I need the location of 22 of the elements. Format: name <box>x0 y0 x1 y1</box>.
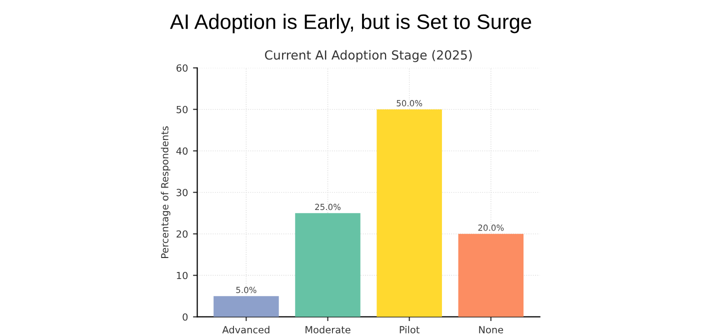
y-axis-title: Percentage of Respondents <box>160 126 170 258</box>
y-tick-label: 30 <box>176 188 188 196</box>
y-tick-label: 0 <box>182 313 188 321</box>
data-label: 50.0% <box>396 100 422 106</box>
x-tick-label: Pilot <box>400 326 420 334</box>
data-label: 20.0% <box>478 224 504 231</box>
chart-subtitle: Current AI Adoption Stage (2025) <box>264 50 472 62</box>
y-tick-label: 20 <box>176 230 188 238</box>
y-tick-label: 60 <box>176 64 188 72</box>
bar <box>295 213 360 317</box>
data-label: 5.0% <box>236 286 256 294</box>
y-tick-label: 40 <box>176 147 188 155</box>
x-tick-label: Moderate <box>306 326 350 334</box>
x-tick-label: Advanced <box>222 326 270 334</box>
data-label: 25.0% <box>315 204 341 210</box>
y-tick-label: 50 <box>176 106 188 114</box>
x-tick-label: None <box>479 326 504 334</box>
chart-title: AI Adoption is Early, but is Set to Surge <box>170 14 532 34</box>
bar <box>376 109 442 317</box>
bar <box>214 296 279 317</box>
y-tick-label: 10 <box>176 272 188 280</box>
bar <box>458 234 524 317</box>
